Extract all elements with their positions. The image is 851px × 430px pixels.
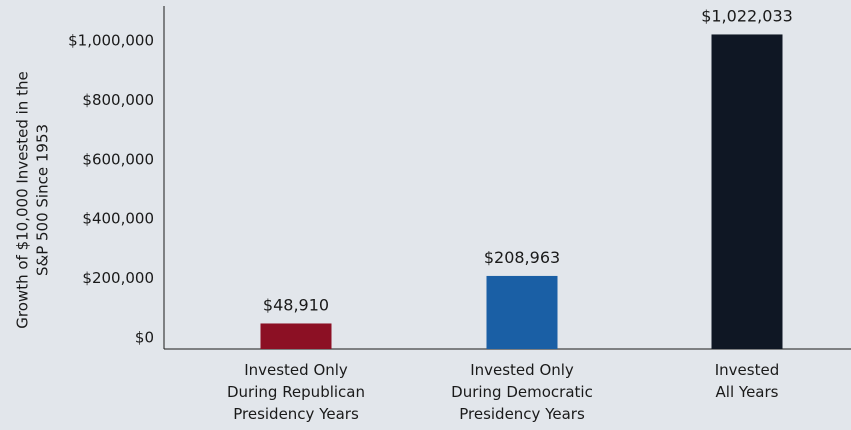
x-tick-label: Invested [715,361,779,379]
y-tick-label: $1,000,000 [68,32,154,50]
bar-value-label: $208,963 [484,248,560,267]
x-tick-label: During Democratic [451,383,593,401]
y-tick-label: $400,000 [82,210,154,228]
bar-value-label: $1,022,033 [701,6,793,25]
bar [486,275,558,349]
x-tick-label: Presidency Years [459,405,585,423]
bar [711,34,783,349]
bar [260,323,332,349]
y-tick-label: $0 [135,329,154,347]
bars [260,34,783,349]
y-axis-ticks: $0 $200,000 $400,000 $600,000 $800,000 $1,000… [68,32,154,347]
y-axis-label-line: Growth of $10,000 Invested in the [14,71,32,328]
bar-value-label: $48,910 [263,295,329,314]
y-tick-label: $200,000 [82,269,154,287]
x-tick-label: All Years [716,383,779,401]
y-axis-label: Growth of $10,000 Invested in the S&P 500… [14,71,52,328]
y-tick-label: $800,000 [82,91,154,109]
x-tick-label: Presidency Years [233,405,359,423]
x-tick-label: Invested Only [470,361,574,379]
x-tick-label: Invested Only [244,361,348,379]
y-axis-label-line: S&P 500 Since 1953 [34,124,52,276]
x-axis-labels: Invested Only During Republican Presidency… [227,361,779,423]
y-tick-label: $600,000 [82,150,154,168]
x-tick-label: During Republican [227,383,365,401]
value-labels: $48,910 $208,963 $1,022,033 [263,6,793,314]
